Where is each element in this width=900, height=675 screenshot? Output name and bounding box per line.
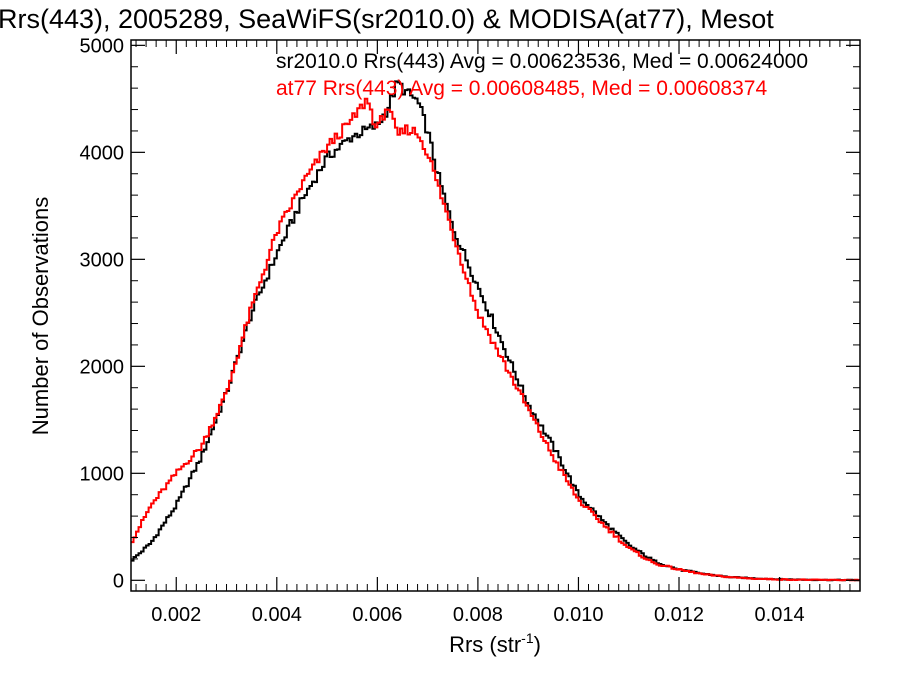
y-tick-label: 2000 bbox=[80, 356, 125, 378]
x-tick-label: 0.014 bbox=[755, 604, 805, 626]
y-axis-label: Number of Observations bbox=[28, 197, 53, 435]
legend: sr2010.0 Rrs(443) Avg = 0.00623536, Med … bbox=[276, 50, 808, 100]
y-tick-label: 0 bbox=[113, 570, 124, 592]
series-line-at77 bbox=[131, 97, 860, 582]
y-tick-label: 3000 bbox=[80, 249, 125, 271]
y-axis-ticks: 0 1000 2000 3000 4000 5000 bbox=[80, 35, 860, 592]
plot-frame bbox=[130, 39, 861, 592]
x-axis-ticks: 0.002 0.004 0.006 0.008 0.010 0.012 0.014 bbox=[135, 40, 851, 626]
x-axis-label-close: ) bbox=[534, 632, 541, 657]
x-tick-label: 0.010 bbox=[553, 604, 603, 626]
y-tick-label: 1000 bbox=[80, 463, 125, 485]
x-tick-label: 0.002 bbox=[151, 604, 201, 626]
chart-title: Rrs(443), 2005289, SeaWiFS(sr2010.0) & M… bbox=[0, 4, 774, 34]
x-tick-label: 0.006 bbox=[352, 604, 402, 626]
series-line-sr2010 bbox=[131, 80, 860, 582]
x-axis-label-main: Rrs (str bbox=[449, 632, 521, 657]
x-tick-label: 0.004 bbox=[252, 604, 302, 626]
x-axis-label-exponent: -1 bbox=[521, 630, 534, 646]
x-tick-label: 0.012 bbox=[654, 604, 704, 626]
legend-entry-sr2010: sr2010.0 Rrs(443) Avg = 0.00623536, Med … bbox=[276, 50, 808, 73]
y-tick-label: 5000 bbox=[80, 35, 125, 57]
series-layer bbox=[131, 80, 860, 582]
x-axis-label: Rrs (str-1) bbox=[449, 630, 541, 657]
y-tick-label: 4000 bbox=[80, 142, 125, 164]
x-tick-label: 0.008 bbox=[453, 604, 503, 626]
legend-entry-at77: at77 Rrs(443) Avg = 0.00608485, Med = 0.… bbox=[276, 77, 767, 100]
